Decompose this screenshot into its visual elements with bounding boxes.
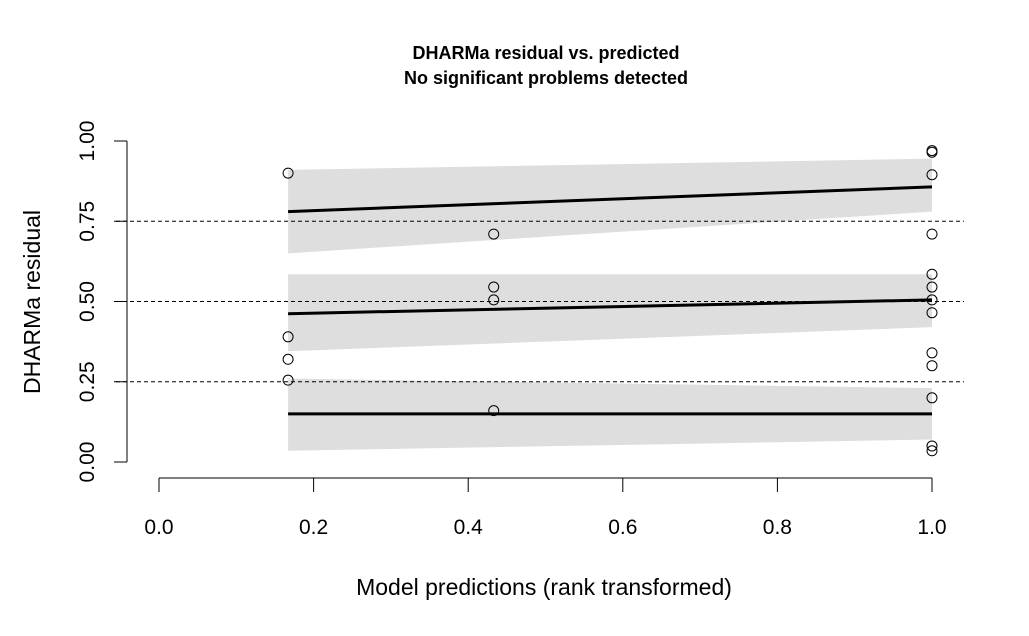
data-point [282,353,294,365]
x-tick-label: 1.0 [917,516,946,539]
data-point [488,228,500,240]
data-point [282,331,294,343]
data-point [926,347,938,359]
data-point [926,392,938,404]
data-point [926,445,938,457]
y-tick-label: 0.25 [76,361,99,402]
data-point [488,405,500,417]
x-axis: 0.0 0.2 0.4 0.6 0.8 1.0 [144,477,947,539]
x-tick-label: 0.2 [299,516,328,539]
confidence-band-q0.5 [288,274,932,352]
x-tick-label: 0.4 [454,516,484,539]
data-point [926,268,938,280]
x-axis-label: Model predictions (rank transformed) [356,574,732,600]
data-point [282,167,294,179]
x-tick-label: 0.0 [144,516,173,539]
y-tick-label: 1.00 [76,121,99,162]
y-axis: 0.00 0.25 0.50 0.75 1.00 [76,121,128,483]
y-tick-label: 0.50 [76,281,99,322]
data-point [926,294,938,306]
data-point [926,169,938,181]
residual-points [282,145,938,457]
reference-lines [116,220,964,383]
data-point [926,146,938,158]
confidence-bands [288,158,932,451]
data-point [282,374,294,386]
data-point [926,307,938,319]
chart-title: DHARMa residual vs. predicted [412,43,679,63]
y-axis-label: DHARMa residual [19,210,45,394]
quantile-fit-line-q0.5 [288,298,933,316]
y-tick-label: 0.75 [76,201,99,242]
data-point [488,294,500,306]
data-point [488,281,500,293]
chart-subtitle: No significant problems detected [404,68,688,88]
data-point [926,281,938,293]
data-point [926,228,938,240]
quantile-fit-lines [288,185,933,416]
confidence-band-q0.75 [288,158,932,254]
y-tick-label: 0.00 [76,442,99,483]
x-tick-label: 0.6 [608,516,637,539]
data-point [926,360,938,372]
data-point [926,440,938,452]
quantile-fit-line-q0.75 [288,185,933,214]
x-tick-label: 0.8 [763,516,792,539]
